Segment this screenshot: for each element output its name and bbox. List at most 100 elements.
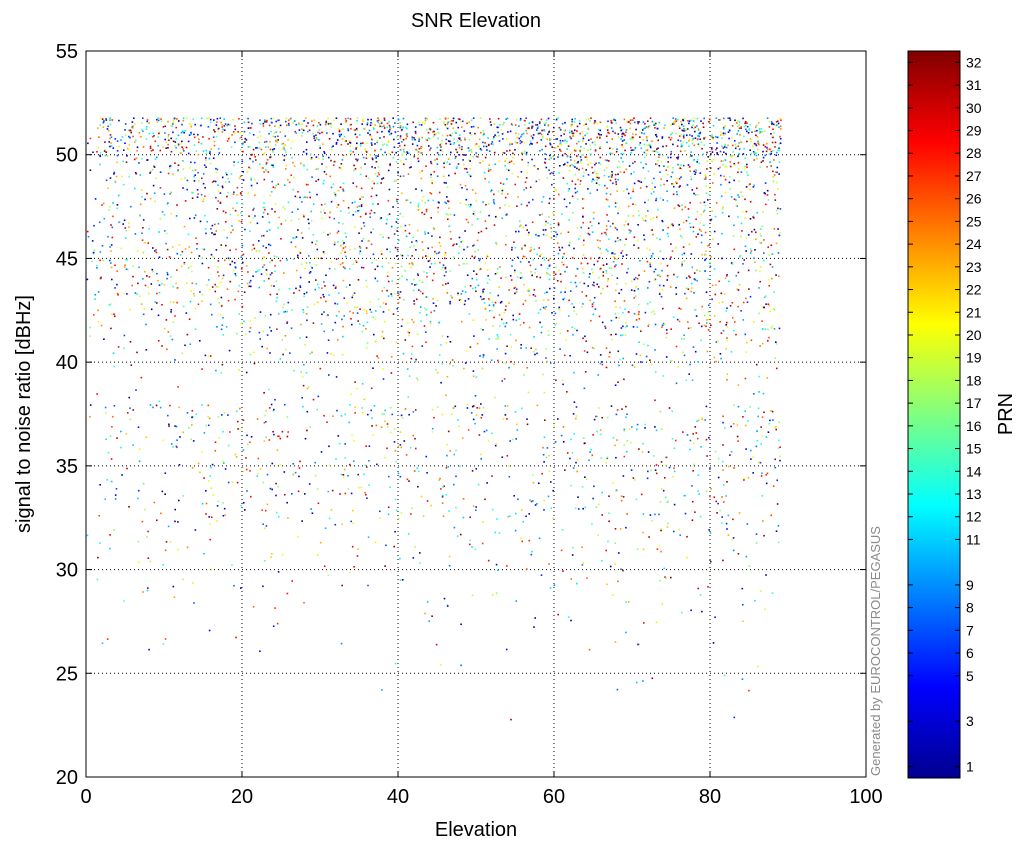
snr-point [191, 192, 193, 194]
snr-point [754, 249, 756, 251]
snr-point [654, 278, 657, 281]
snr-point [700, 241, 703, 244]
snr-point [420, 147, 422, 149]
snr-point [740, 191, 743, 193]
snr-point [176, 287, 179, 289]
snr-point [121, 136, 124, 138]
snr-point [748, 288, 750, 290]
snr-point [540, 133, 543, 136]
snr-point [133, 117, 135, 119]
snr-point [566, 154, 569, 157]
snr-point [775, 343, 778, 345]
snr-point [698, 145, 701, 147]
snr-point [609, 225, 612, 228]
snr-point [216, 121, 218, 123]
snr-point [266, 473, 269, 476]
snr-point [399, 137, 402, 139]
snr-point [199, 471, 201, 474]
snr-point [413, 278, 415, 281]
snr-point [593, 485, 595, 488]
snr-point [609, 351, 611, 354]
snr-point [639, 142, 642, 144]
snr-point [191, 270, 193, 273]
snr-point [587, 149, 589, 152]
snr-point [338, 310, 340, 313]
snr-point [615, 333, 617, 336]
snr-point [697, 490, 699, 492]
snr-point [328, 216, 331, 219]
snr-point [408, 166, 411, 169]
snr-point [198, 255, 201, 257]
snr-point [747, 420, 749, 422]
snr-point [611, 170, 613, 173]
snr-point [660, 295, 663, 298]
snr-point [301, 520, 303, 522]
snr-point [232, 119, 234, 121]
snr-point [96, 393, 98, 395]
snr-point [659, 197, 662, 199]
snr-point [300, 135, 303, 137]
snr-point [309, 153, 312, 155]
snr-point [99, 542, 101, 544]
snr-point [211, 463, 214, 466]
snr-point [520, 171, 523, 173]
snr-point [252, 216, 255, 219]
snr-point [217, 200, 220, 202]
snr-point [502, 151, 504, 154]
snr-point [741, 210, 744, 213]
snr-point [760, 590, 762, 592]
snr-point [497, 359, 499, 362]
snr-point [514, 512, 517, 515]
snr-point [562, 298, 565, 301]
snr-point [290, 117, 292, 120]
snr-point [621, 133, 623, 135]
snr-point [421, 151, 423, 154]
snr-point [228, 259, 230, 261]
snr-point [282, 206, 285, 208]
snr-point [612, 119, 614, 122]
snr-point [241, 203, 244, 205]
snr-point [419, 552, 421, 554]
snr-point [323, 311, 325, 313]
snr-point [738, 148, 741, 150]
snr-point [623, 171, 625, 174]
snr-point [446, 161, 449, 163]
snr-point [526, 423, 529, 426]
snr-point [779, 446, 781, 448]
snr-point [681, 204, 683, 206]
snr-point [339, 135, 341, 138]
snr-point [694, 194, 697, 196]
snr-point [373, 182, 375, 185]
snr-point [194, 123, 196, 126]
snr-point [380, 217, 383, 219]
snr-point [620, 157, 622, 159]
snr-point [649, 359, 651, 361]
snr-point [746, 140, 748, 143]
snr-point [518, 230, 520, 233]
snr-point [655, 135, 658, 138]
snr-point [700, 120, 702, 122]
snr-point [476, 407, 478, 409]
snr-point [709, 167, 712, 169]
snr-point [418, 140, 420, 142]
snr-point [266, 159, 269, 161]
snr-point [542, 229, 545, 231]
snr-point [402, 163, 405, 166]
snr-point [669, 138, 672, 141]
snr-point [600, 134, 602, 136]
snr-point [499, 325, 501, 327]
snr-point [381, 689, 383, 691]
snr-point [667, 500, 669, 503]
snr-point [639, 131, 641, 133]
snr-point [594, 120, 596, 122]
snr-point [704, 204, 707, 207]
snr-point [579, 235, 582, 237]
snr-point [342, 154, 345, 157]
snr-point [591, 231, 594, 233]
snr-point [615, 150, 618, 153]
snr-point [443, 181, 446, 184]
snr-point [599, 429, 602, 431]
snr-point [585, 159, 588, 161]
snr-point [389, 163, 391, 165]
snr-point [362, 156, 365, 159]
